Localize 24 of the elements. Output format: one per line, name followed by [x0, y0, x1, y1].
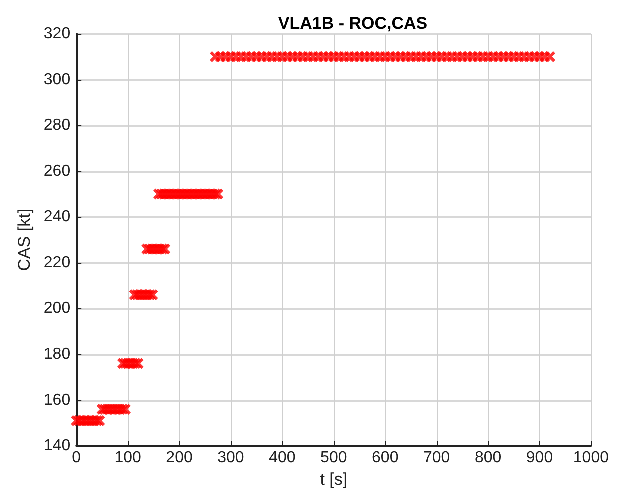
x-tick-label: 800	[474, 450, 502, 467]
chart-title: VLA1B - ROC,CAS	[278, 14, 428, 33]
x-tick-label: 400	[269, 450, 296, 467]
y-axis-title: CAS [kt]	[15, 208, 34, 272]
y-tick-label: 240	[44, 208, 71, 226]
x-tick-label: 100	[114, 450, 142, 467]
x-tick-label: 300	[218, 450, 244, 467]
x-axis-title: t [s]	[320, 470, 348, 489]
y-tick-label: 320	[44, 26, 71, 42]
x-tick-label: 500	[320, 450, 348, 467]
y-tick-label: 160	[44, 392, 71, 409]
y-tick-label: 180	[44, 346, 71, 364]
x-tick-label: 700	[423, 450, 450, 467]
y-tick-label: 260	[44, 162, 71, 180]
x-tick-label: 900	[526, 450, 554, 467]
y-tick-label: 280	[44, 117, 71, 134]
y-tick-label: 140	[44, 438, 71, 455]
x-tick-label: 200	[166, 450, 193, 467]
x-tick-label: 1000	[573, 450, 610, 467]
y-tick-label: 200	[44, 300, 71, 318]
y-tick-label: 300	[44, 71, 71, 88]
y-tick-label: 220	[44, 254, 71, 272]
x-tick-label: 0	[72, 450, 82, 467]
x-tick-label: 600	[372, 450, 399, 467]
